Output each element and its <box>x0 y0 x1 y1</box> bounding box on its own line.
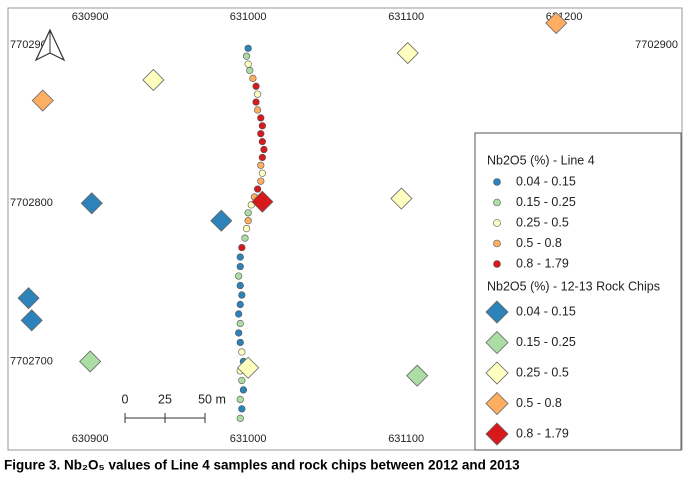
northing-label: 7702800 <box>10 197 53 209</box>
line4-sample <box>238 348 246 356</box>
line4-sample <box>238 243 246 252</box>
line4-sample <box>258 122 266 130</box>
legend-label: 0.25 - 0.5 <box>516 215 569 229</box>
legend-swatch <box>485 330 509 355</box>
easting-label: 630900 <box>72 11 109 23</box>
legend-box <box>474 132 682 451</box>
scale-label: 0 <box>122 392 129 406</box>
line4-sample <box>252 82 260 90</box>
rock-chip <box>79 350 102 373</box>
line4-sample <box>242 52 251 60</box>
line4-sample <box>244 60 252 68</box>
line4-sample <box>236 300 244 309</box>
legend-swatch <box>493 219 501 227</box>
line4-sample <box>236 395 244 403</box>
rock-chip <box>251 190 274 213</box>
line4-sample <box>258 153 266 162</box>
legend-label: 0.8 - 1.79 <box>516 426 569 440</box>
line4-sample <box>260 145 268 154</box>
rock-chip <box>17 287 40 310</box>
rock-chip <box>20 309 43 332</box>
scale-label: 50 m <box>198 392 226 406</box>
easting-label: 631100 <box>388 433 424 445</box>
line4-sample <box>252 98 260 106</box>
scale-label: 25 <box>158 392 172 406</box>
line4-sample <box>235 272 243 280</box>
easting-label: 630900 <box>72 433 109 445</box>
line4-sample <box>257 130 265 138</box>
line4-sample <box>249 74 257 82</box>
legend-swatch <box>493 239 501 248</box>
easting-label: 631000 <box>230 11 267 23</box>
line4-sample <box>257 177 265 185</box>
line4-sample <box>236 414 244 422</box>
legend-swatch <box>485 391 509 416</box>
rock-chip <box>142 68 165 92</box>
northing-label: 7702700 <box>10 355 53 367</box>
line4-sample <box>236 253 244 261</box>
line4-sample <box>235 310 243 318</box>
legend-title: Nb2O5 (%) - Line 4 <box>487 153 595 167</box>
rock-chip <box>545 11 568 35</box>
line4-sample <box>236 319 244 328</box>
legend-swatch <box>485 422 509 446</box>
easting-label: 631000 <box>230 433 267 445</box>
line4-sample <box>238 405 246 413</box>
legend-swatch <box>485 361 509 385</box>
rock-chip <box>396 42 419 65</box>
legend-label: 0.8 - 1.79 <box>516 256 569 270</box>
rock-chip <box>406 364 429 387</box>
line4-sample <box>235 329 243 337</box>
legend-label: 0.5 - 0.8 <box>516 236 562 250</box>
line4-sample <box>236 281 244 290</box>
line4-sample <box>239 386 248 394</box>
line4-sample <box>258 138 266 146</box>
line4-sample <box>254 106 262 114</box>
legend-title: Nb2O5 (%) - 12-13 Rock Chips <box>487 279 660 293</box>
legend-label: 0.15 - 0.25 <box>516 195 576 209</box>
line4-sample <box>242 225 251 233</box>
legend-swatch <box>493 178 501 186</box>
legend-swatch <box>485 300 509 324</box>
rock-chip <box>210 209 233 232</box>
rock-chip <box>80 192 103 215</box>
rock-chip <box>237 356 260 379</box>
line4-sample <box>254 185 262 193</box>
legend-label: 0.04 - 0.15 <box>516 304 576 318</box>
legend-label: 0.5 - 0.8 <box>516 396 562 410</box>
line4-sample <box>246 66 254 75</box>
legend-label: 0.15 - 0.25 <box>516 335 576 349</box>
legend-swatch <box>493 198 501 207</box>
northing-label: 7702900 <box>635 39 678 51</box>
rock-chip <box>31 89 54 112</box>
line4-sample <box>258 169 266 177</box>
legend-label: 0.04 - 0.15 <box>516 174 576 188</box>
caption: Figure 3. Nb₂O₅ values of Line 4 samples… <box>4 458 520 473</box>
line4-sample <box>236 338 244 347</box>
line4-sample <box>257 114 265 122</box>
line4-sample <box>241 234 249 242</box>
legend-label: 0.25 - 0.5 <box>516 365 569 379</box>
line4-sample <box>238 291 246 299</box>
line4-sample <box>236 262 244 271</box>
line4-sample <box>244 44 252 52</box>
rock-chip <box>390 187 413 210</box>
legend-swatch <box>493 260 501 268</box>
easting-label: 631100 <box>388 11 424 23</box>
scale-bar <box>124 413 206 423</box>
line4-sample <box>254 90 262 98</box>
line4-sample <box>238 376 246 385</box>
line4-sample <box>244 209 252 217</box>
line4-sample <box>257 161 265 169</box>
line4-sample <box>244 217 252 225</box>
